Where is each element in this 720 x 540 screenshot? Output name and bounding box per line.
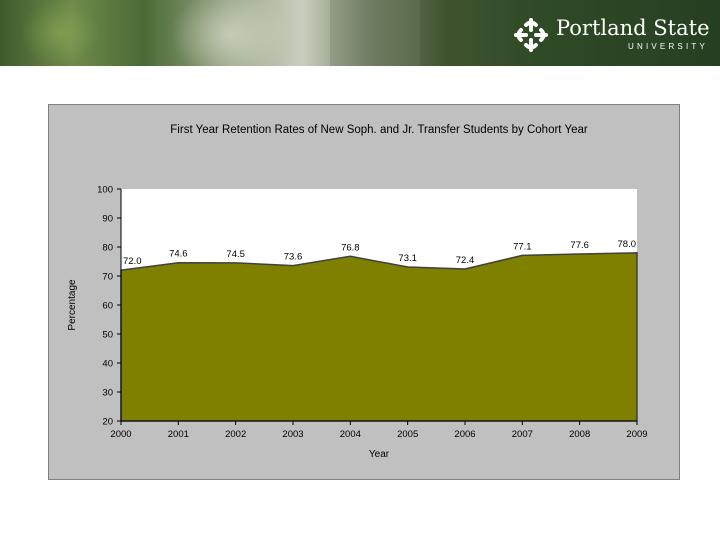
data-label: 78.0: [618, 239, 637, 250]
logo-subtitle: UNIVERSITY: [628, 42, 709, 51]
logo-mark-icon: [514, 18, 548, 52]
chart-frame: First Year Retention Rates of New Soph. …: [48, 104, 680, 480]
y-axis-label: Percentage: [67, 279, 78, 331]
y-tick-label: 70: [102, 272, 113, 283]
y-tick-label: 90: [102, 214, 113, 225]
data-label: 73.6: [284, 252, 303, 263]
x-tick-label: 2000: [110, 429, 131, 440]
data-labels: 72.0 74.6 74.5 73.6 76.8 73.1 72.4 77.1 77.6 78.0: [123, 239, 636, 267]
data-label: 73.1: [398, 253, 417, 264]
data-label: 74.5: [226, 249, 245, 260]
data-label: 76.8: [341, 242, 360, 253]
x-tick-label: 2006: [454, 429, 475, 440]
x-axis-label: Year: [369, 449, 390, 460]
banner-highlight: [170, 0, 290, 66]
y-axis: 20 30 40 50 60 70 80 90 100: [97, 185, 122, 428]
retention-chart: First Year Retention Rates of New Soph. …: [67, 124, 648, 460]
x-axis: 2000 2001 2002 2003 2004 2005 2006 2007 2008 2009: [110, 420, 648, 440]
y-tick-label: 50: [102, 330, 113, 341]
x-tick-label: 2007: [512, 429, 533, 440]
header-banner: Portland State UNIVERSITY: [0, 0, 720, 66]
banner-foliage: [20, 0, 100, 66]
y-tick-label: 30: [102, 388, 113, 399]
data-label: 72.0: [123, 256, 142, 267]
x-tick-label: 2008: [569, 429, 590, 440]
chart-title: First Year Retention Rates of New Soph. …: [170, 124, 588, 136]
x-tick-label: 2002: [225, 429, 246, 440]
y-tick-label: 40: [102, 359, 113, 370]
retention-area: [120, 252, 638, 422]
y-tick-label: 100: [97, 185, 113, 196]
logo-name: Portland State: [556, 16, 710, 40]
x-tick-label: 2001: [168, 429, 189, 440]
university-logo: Portland State UNIVERSITY: [512, 14, 712, 56]
data-label: 77.1: [513, 241, 532, 252]
x-tick-label: 2004: [340, 429, 361, 440]
y-tick-label: 60: [102, 301, 113, 312]
x-tick-label: 2005: [397, 429, 418, 440]
data-label: 74.6: [169, 249, 188, 260]
y-tick-label: 20: [102, 417, 113, 428]
y-tick-label: 80: [102, 243, 113, 254]
x-tick-label: 2009: [626, 429, 647, 440]
x-tick-label: 2003: [282, 429, 303, 440]
data-label: 72.4: [456, 255, 475, 266]
banner-building: [330, 0, 420, 66]
data-label: 77.6: [570, 240, 589, 251]
